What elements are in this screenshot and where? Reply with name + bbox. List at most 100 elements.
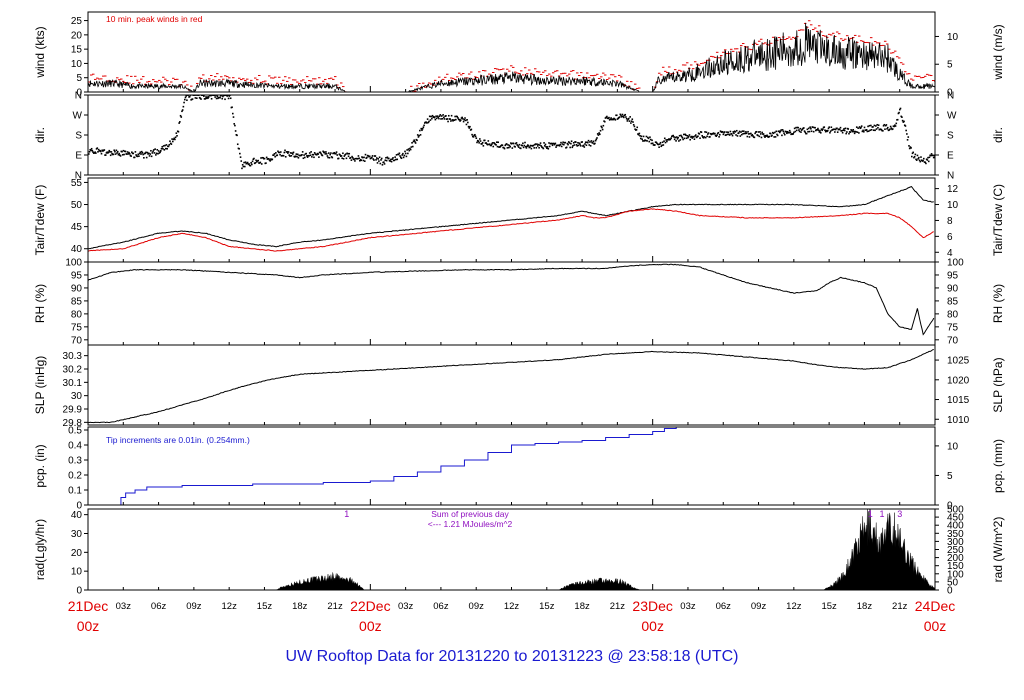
direction-point (675, 136, 678, 138)
direction-point (807, 130, 809, 133)
direction-point (368, 155, 371, 158)
series-rh-rh (88, 263, 935, 336)
direction-point (236, 134, 238, 137)
direction-point (377, 158, 379, 160)
direction-point (302, 157, 305, 160)
direction-point (697, 135, 699, 138)
direction-point (842, 129, 845, 132)
direction-point (584, 141, 587, 144)
direction-point (239, 152, 241, 155)
direction-point (589, 141, 591, 143)
direction-point (184, 96, 187, 99)
direction-point (468, 127, 471, 129)
direction-point (633, 125, 636, 128)
direction-point (311, 156, 313, 158)
direction-point (287, 151, 290, 153)
direction-point (738, 132, 740, 134)
left-tick-label-rh: 95 (71, 270, 83, 281)
direction-point (499, 145, 502, 148)
direction-point (663, 140, 665, 142)
frame-slp (87, 344, 936, 426)
direction-point (471, 133, 473, 136)
direction-point (589, 144, 592, 147)
direction-point (620, 116, 623, 118)
direction-point (303, 156, 306, 159)
direction-point (244, 161, 247, 163)
direction-point (320, 152, 322, 155)
direction-point (865, 129, 868, 131)
direction-point (353, 158, 355, 160)
left-tick-label-rh: 80 (71, 309, 83, 320)
direction-point (399, 155, 401, 157)
direction-point (895, 122, 898, 125)
direction-point (860, 126, 862, 129)
direction-point (763, 135, 766, 137)
direction-point (544, 143, 547, 146)
direction-point (907, 136, 910, 138)
ylabel-precip: pcp. (in) (33, 444, 47, 487)
direction-point (160, 147, 163, 150)
direction-point (599, 129, 602, 132)
direction-point (651, 142, 654, 145)
direction-point (305, 152, 307, 155)
direction-point (706, 135, 708, 138)
direction-point (291, 153, 294, 155)
direction-point (419, 134, 422, 136)
direction-point (522, 142, 524, 145)
direction-point (515, 142, 518, 144)
direction-point (506, 147, 509, 149)
direction-point (207, 97, 209, 99)
direction-point (454, 115, 456, 118)
direction-point (661, 141, 664, 144)
direction-point (251, 163, 253, 166)
direction-point (449, 118, 451, 120)
direction-point (603, 120, 606, 123)
direction-point (123, 153, 125, 156)
direction-point (554, 142, 557, 145)
direction-point (632, 123, 635, 126)
direction-point (179, 121, 181, 123)
left-tick-label-direction: N (75, 91, 82, 102)
direction-point (279, 153, 281, 156)
direction-point (88, 153, 90, 155)
direction-point (162, 145, 165, 147)
direction-point (450, 114, 453, 117)
direction-point (516, 144, 519, 146)
direction-point (601, 128, 604, 131)
direction-point (148, 155, 151, 157)
direction-point (578, 142, 581, 145)
direction-point (319, 151, 322, 154)
direction-point (297, 157, 300, 159)
direction-point (121, 150, 123, 153)
right-tick-label-radiation: 500 (947, 505, 964, 516)
left-tick-label-radiation: 20 (71, 548, 83, 559)
direction-point (823, 126, 826, 128)
radiation-day-count: 1 (880, 509, 885, 519)
direction-point (916, 154, 919, 157)
direction-point (660, 145, 663, 148)
direction-point (476, 141, 478, 144)
direction-point (458, 118, 461, 121)
direction-point (241, 167, 243, 170)
direction-point (906, 133, 908, 135)
direction-point (605, 116, 607, 119)
right-tick-label-precip: 0 (947, 501, 953, 512)
direction-point (457, 117, 459, 119)
direction-point (414, 140, 416, 143)
direction-point (849, 131, 852, 133)
direction-point (569, 146, 571, 149)
panel-wind: 0 5 10 15 20 25 0 5 10 wind (kts) wind (m/s) 10 min… (33, 11, 1005, 99)
direction-point (649, 138, 652, 141)
direction-point (721, 130, 724, 133)
direction-point (700, 131, 703, 133)
time-tick-label: 12z (786, 601, 802, 612)
direction-point (255, 161, 258, 163)
direction-point (396, 158, 399, 161)
direction-point (386, 156, 389, 159)
direction-point (412, 140, 415, 143)
direction-point (538, 146, 540, 149)
direction-point (862, 129, 864, 132)
left-tick-label-direction: S (75, 131, 82, 142)
direction-point (551, 142, 553, 145)
direction-point (243, 165, 246, 168)
